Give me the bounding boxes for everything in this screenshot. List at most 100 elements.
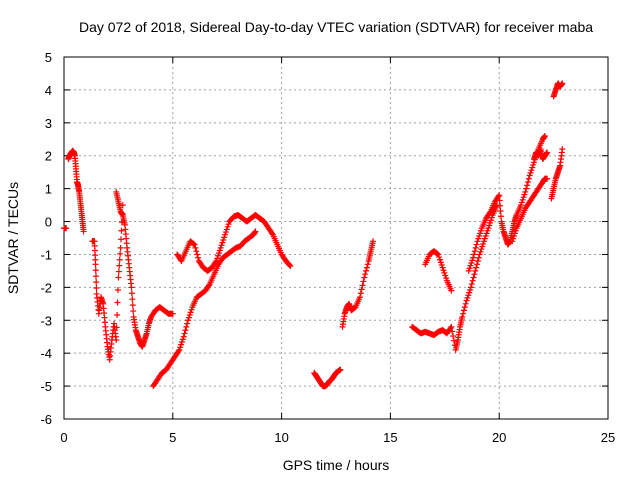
data-point-plus [337, 366, 344, 373]
data-point-plus [439, 264, 446, 271]
data-point-plus [178, 341, 185, 348]
data-point-plus [179, 336, 186, 343]
data-point-plus [80, 228, 87, 235]
data-point-plus [517, 202, 524, 209]
y-tick-label: -6 [40, 412, 52, 427]
data-point-plus [472, 267, 479, 274]
data-point-plus [475, 254, 482, 261]
data-point-plus [497, 202, 504, 209]
data-point-plus [118, 227, 125, 234]
data-point-plus [448, 287, 455, 294]
y-tick-label: -3 [40, 313, 52, 328]
data-point-plus [496, 192, 503, 199]
y-tick-label: 4 [45, 83, 52, 98]
data-point-plus [472, 244, 479, 251]
data-point-plus [435, 251, 442, 258]
data-point-plus [222, 229, 229, 236]
data-point-plus [178, 338, 185, 345]
series-trace-e [150, 228, 259, 390]
plot-frame [63, 56, 609, 420]
data-point-plus [191, 241, 198, 248]
data-point-plus [193, 248, 200, 255]
data-point-plus [511, 230, 518, 237]
data-point-plus [518, 199, 525, 206]
data-point-plus [468, 260, 475, 267]
data-point-plus [559, 146, 566, 153]
data-point-plus [450, 337, 457, 344]
data-point-plus [117, 244, 124, 251]
data-point-plus [437, 259, 444, 266]
data-point-plus [217, 244, 224, 251]
series-trace-b [65, 147, 87, 235]
data-point-plus [483, 230, 490, 237]
data-point-plus [361, 274, 368, 281]
data-point-plus [180, 333, 187, 340]
data-point-plus [480, 238, 487, 245]
data-point-plus [221, 234, 228, 241]
data-point-plus [521, 191, 528, 198]
data-point-plus [117, 250, 124, 257]
data-point-plus [544, 175, 551, 182]
data-point-plus [113, 337, 120, 344]
data-point-plus [187, 309, 194, 316]
data-point-plus [467, 284, 474, 291]
data-point-plus [487, 219, 494, 226]
data-point-plus [475, 235, 482, 242]
data-point-plus [473, 264, 480, 271]
data-point-plus [442, 272, 449, 279]
data-point-plus [177, 344, 184, 351]
data-point-plus [541, 132, 548, 139]
data-point-plus [356, 294, 363, 301]
data-point-plus [525, 175, 532, 182]
y-tick-label: -5 [40, 379, 52, 394]
x-axis-label: GPS time / hours [283, 457, 390, 473]
y-tick-label: 0 [45, 215, 52, 230]
series-trace-c [89, 202, 126, 363]
data-point-plus [225, 221, 232, 228]
data-point-plus [358, 286, 365, 293]
series-trace-l [509, 175, 551, 245]
data-point-plus [362, 271, 369, 278]
data-point-plus [448, 323, 455, 330]
data-point-plus [363, 264, 370, 271]
data-point-plus [220, 236, 227, 243]
data-point-plus [92, 273, 99, 280]
data-point-plus [116, 262, 123, 269]
data-point-plus [465, 292, 472, 299]
series-trace-h [339, 238, 376, 330]
y-axis-label: SDTVAR / TECUs [5, 182, 21, 294]
data-point-plus [447, 325, 454, 332]
data-point-plus [438, 261, 445, 268]
series-trace-i [409, 202, 501, 353]
series-trace-j [422, 248, 455, 294]
data-point-plus [467, 262, 474, 269]
data-point-plus [474, 238, 481, 245]
data-point-plus [119, 202, 126, 209]
data-point-plus [176, 346, 183, 353]
data-point-plus [93, 279, 100, 286]
data-point-plus [476, 233, 483, 240]
data-point-plus [181, 330, 188, 337]
data-point-plus [286, 261, 293, 268]
data-point-plus [183, 323, 190, 330]
data-point-plus [476, 251, 483, 258]
data-point-plus [470, 254, 477, 261]
data-point-plus [269, 230, 276, 237]
data-point-plus [93, 285, 100, 292]
data-point-plus [529, 164, 536, 171]
axis-ticks: 0 5 10 15 20 25 -6 -5 -4 -3 -2 -1 0 1 2 3 4 5 [40, 50, 615, 445]
series-trace-d [113, 188, 176, 350]
data-point-plus [113, 324, 120, 331]
data-point-plus [469, 277, 476, 284]
data-point-plus [524, 179, 531, 186]
data-point-plus [185, 314, 192, 321]
data-point-plus [441, 269, 448, 276]
data-point-plus [512, 227, 519, 234]
data-point-plus [369, 238, 376, 245]
data-point-plus [195, 254, 202, 261]
data-point-plus [497, 213, 504, 220]
data-point-plus [192, 244, 199, 251]
data-point-plus [496, 197, 503, 204]
